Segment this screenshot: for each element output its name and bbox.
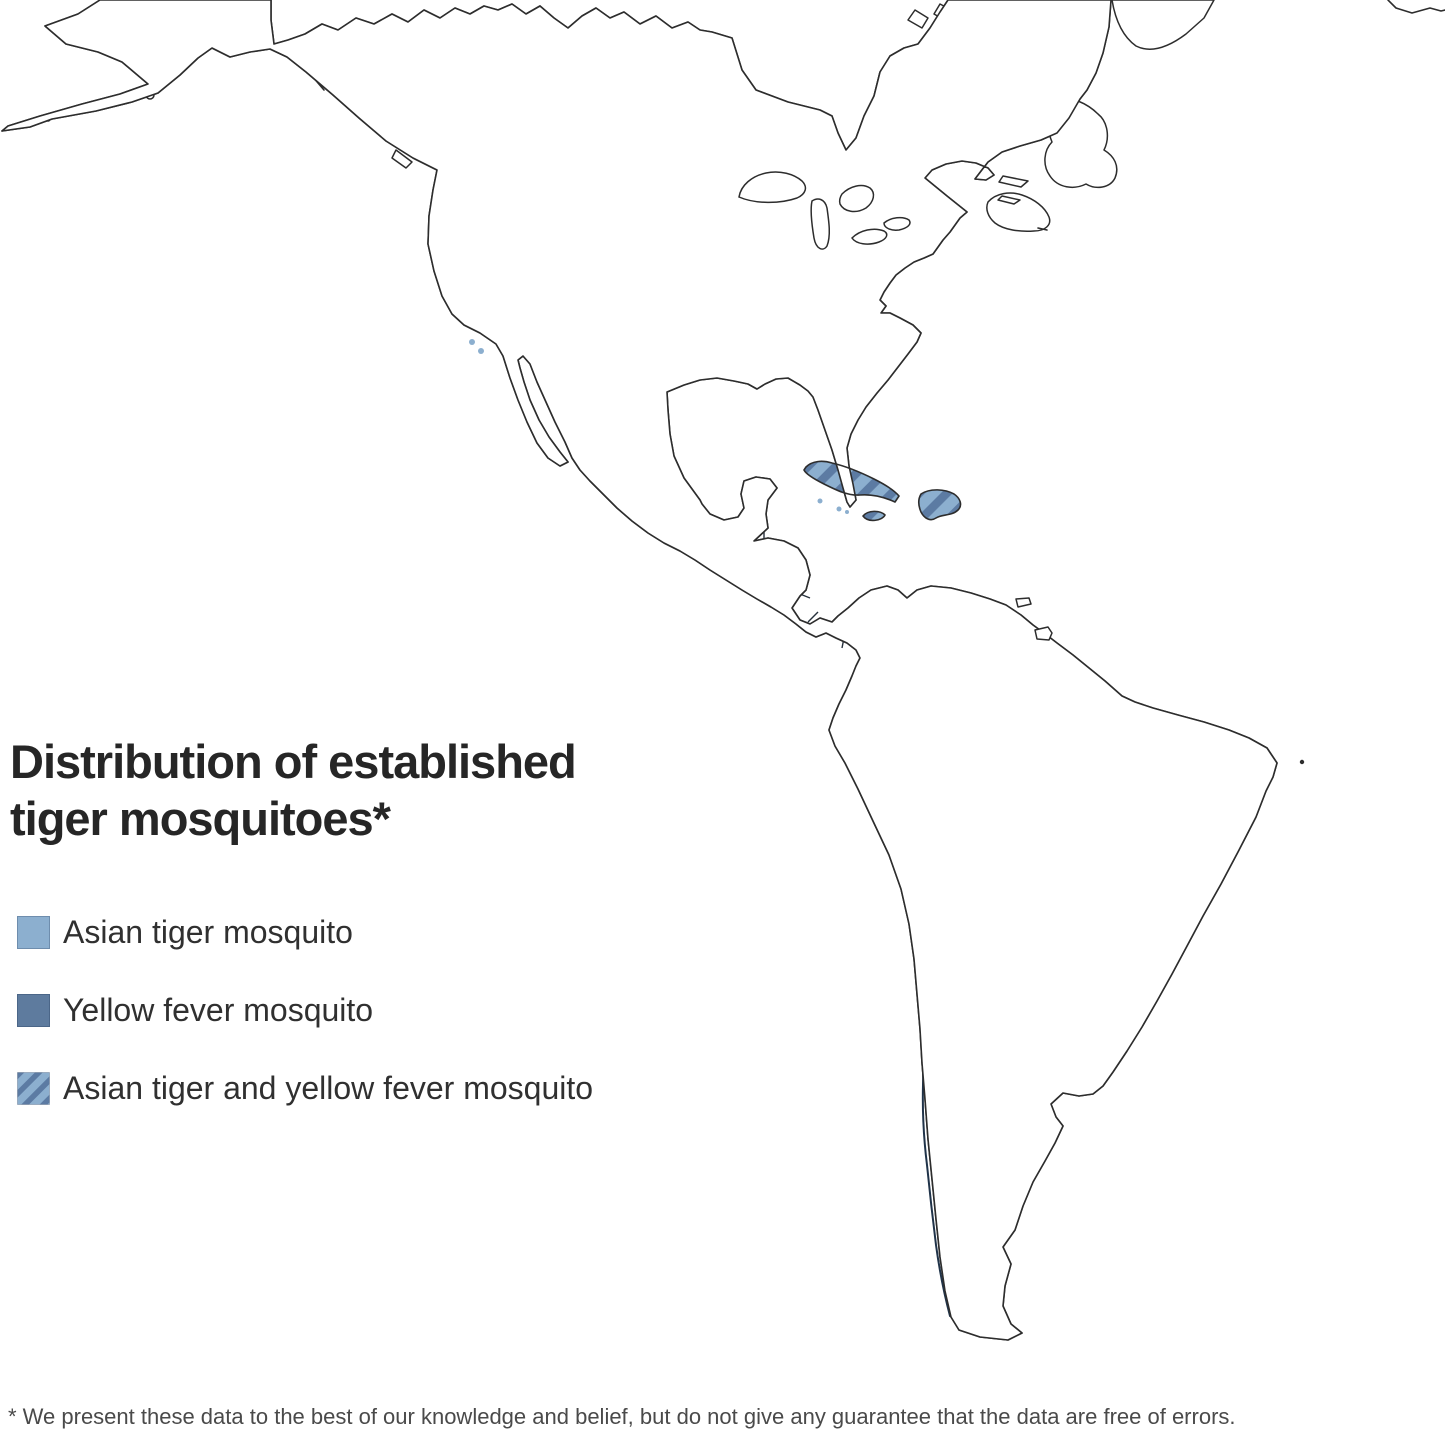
greenland-corner	[1387, 0, 1445, 14]
lake-superior	[738, 171, 807, 204]
anticosti-island	[998, 175, 1029, 188]
lake-huron	[838, 184, 875, 213]
border-costarica-panama	[807, 611, 819, 623]
isle-of-youth	[817, 498, 823, 504]
lake-erie	[851, 228, 888, 245]
fernando-de-noronha	[1299, 759, 1305, 765]
legend-item-both-species: Asian tiger and yellow fever mosquito	[17, 1070, 594, 1106]
legend-swatch-solid-light-icon	[17, 916, 50, 949]
trinidad-island	[1034, 626, 1053, 641]
labrador-coast	[1111, 0, 1215, 50]
coast-restroke-and-islands	[1, 0, 1305, 1341]
lake-michigan	[810, 198, 831, 250]
southampton-island	[907, 9, 929, 29]
vancouver-island	[391, 149, 413, 169]
legend-swatch-solid-dark-icon	[17, 994, 50, 1027]
sable-island	[1037, 227, 1048, 231]
lake-ontario	[883, 216, 911, 231]
socal-island-1	[469, 339, 475, 345]
hispaniola-island	[917, 489, 962, 521]
legend-item-asian-tiger: Asian tiger mosquito	[17, 914, 593, 950]
prince-edward-island	[997, 195, 1021, 205]
page-title: Distribution of established tiger mosqui…	[10, 733, 670, 847]
florida-keys-2	[845, 510, 849, 514]
legend-label: Yellow fever mosquito	[63, 992, 374, 1028]
legend: Asian tiger mosquito Yellow fever mosqui…	[17, 914, 594, 1150]
florida-keys-1	[836, 506, 842, 512]
title-line-2: tiger mosquitoes*	[10, 792, 391, 845]
legend-item-yellow-fever: Yellow fever mosquito	[17, 992, 593, 1028]
socal-island-2	[478, 348, 484, 354]
legend-swatch-hatched-icon	[17, 1072, 50, 1105]
legend-label: Asian tiger and yellow fever mosquito	[63, 1070, 594, 1106]
legend-label: Asian tiger mosquito	[63, 914, 353, 950]
title-line-1: Distribution of established	[10, 735, 577, 788]
jamaica-island	[862, 510, 886, 522]
hatched-swatch-icon	[17, 1072, 50, 1105]
nova-scotia	[986, 192, 1051, 232]
footnote: * We present these data to the best of o…	[8, 1404, 1236, 1429]
cuba-island	[803, 460, 900, 503]
puerto-rico-island	[1015, 597, 1032, 608]
